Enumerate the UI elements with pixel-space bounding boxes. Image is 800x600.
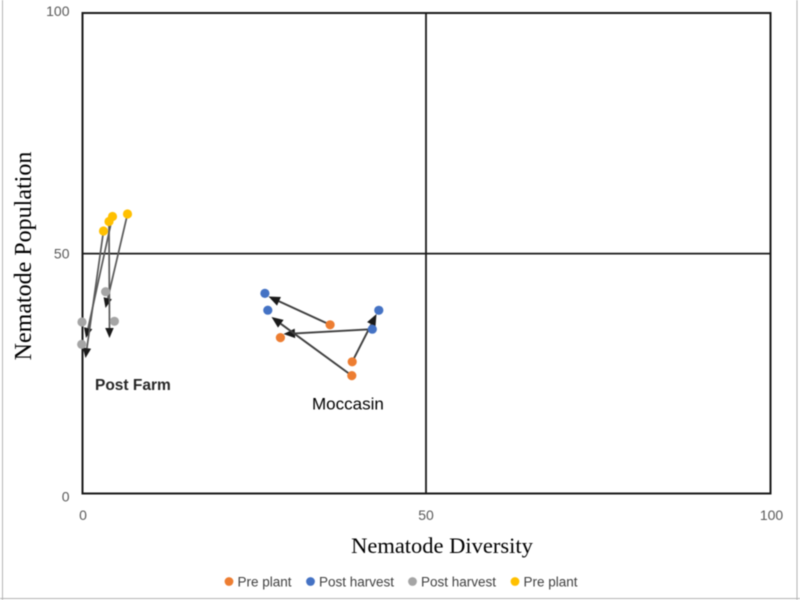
svg-text:Post harvest: Post harvest <box>319 575 394 590</box>
svg-text:100: 100 <box>760 507 784 523</box>
svg-text:Pre plant: Pre plant <box>524 575 578 590</box>
svg-text:Nematode Diversity: Nematode Diversity <box>351 533 534 558</box>
svg-text:Nematode Population: Nematode Population <box>11 152 37 361</box>
svg-text:0: 0 <box>62 489 70 505</box>
svg-text:50: 50 <box>418 507 434 523</box>
svg-text:100: 100 <box>46 3 70 19</box>
svg-text:Moccasin: Moccasin <box>312 395 384 414</box>
svg-text:Pre plant: Pre plant <box>238 575 292 590</box>
svg-text:Post harvest: Post harvest <box>421 575 496 590</box>
svg-text:0: 0 <box>79 507 87 523</box>
svg-text:Post Farm: Post Farm <box>95 377 171 394</box>
svg-text:50: 50 <box>54 246 70 262</box>
